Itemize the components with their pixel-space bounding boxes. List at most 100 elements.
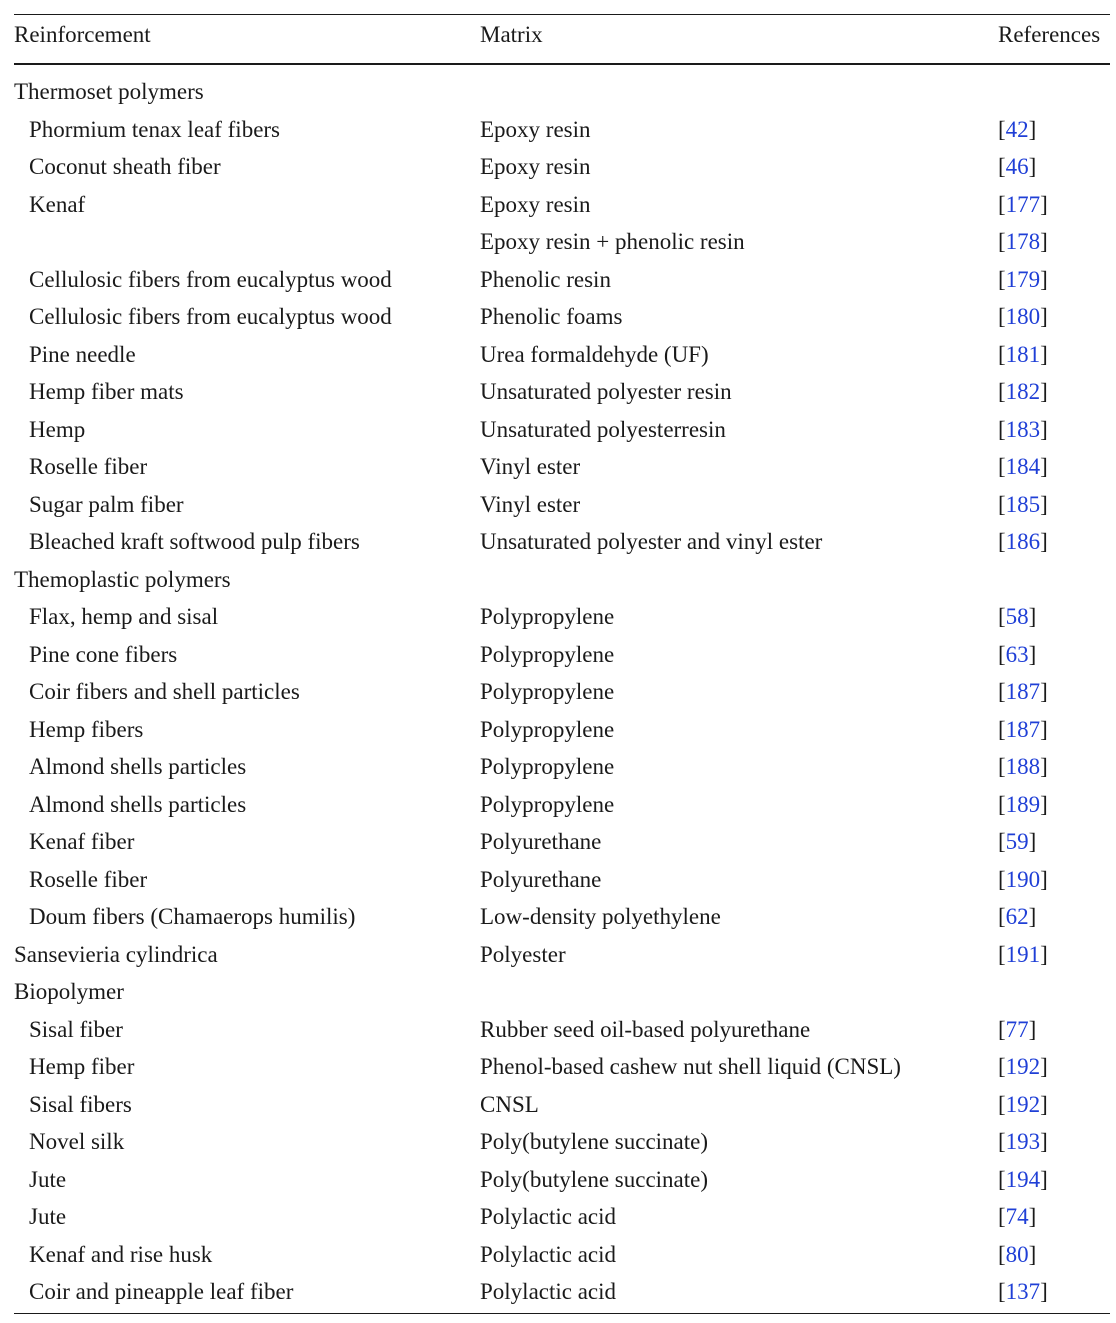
table-body: Thermoset polymers Phormium tenax leaf fi… [0, 73, 1116, 1311]
table-row: Kenaf Epoxy resin [177] [0, 186, 1116, 224]
table-row: Hemp fibers Polypropylene [187] [0, 711, 1116, 749]
cell-reinforcement: Hemp [29, 416, 86, 442]
reference-open-bracket: [ [998, 341, 1006, 367]
reference-link[interactable]: 184 [1005, 454, 1041, 479]
cell-reinforcement: Pine cone fibers [29, 641, 178, 667]
reference-close-bracket: ] [1040, 341, 1048, 367]
reference-link[interactable]: 187 [1005, 679, 1041, 704]
cell-reinforcement: Sisal fibers [29, 1091, 132, 1117]
reference-open-bracket: [ [998, 1054, 1006, 1079]
reference-close-bracket: ] [1040, 716, 1048, 742]
reference-link[interactable]: 80 [1005, 1241, 1029, 1267]
table-row: Almond shells particles Polypropylene [189… [0, 786, 1116, 824]
cell-reinforcement: Cellulosic fibers from eucalyptus wood [29, 266, 392, 292]
cell-reference: [42] [998, 111, 1036, 149]
cell-reference: [63] [998, 636, 1036, 674]
cell-reinforcement: Kenaf and rise husk [29, 1241, 213, 1267]
reference-link[interactable]: 181 [1005, 341, 1041, 367]
reference-link[interactable]: 74 [1005, 1204, 1029, 1229]
reference-close-bracket: ] [1028, 904, 1037, 929]
cell-matrix: Urea formaldehyde (UF) [480, 341, 709, 367]
cell-reference: [185] [998, 486, 1048, 524]
table-row: Kenaf and rise husk Polylactic acid [80] [0, 1236, 1116, 1274]
cell-reinforcement: Jute [29, 1166, 67, 1192]
cell-matrix: Rubber seed oil-based polyurethane [480, 1016, 811, 1042]
reference-link[interactable]: 180 [1005, 304, 1041, 329]
reference-link[interactable]: 186 [1005, 529, 1041, 554]
reference-link[interactable]: 179 [1005, 266, 1041, 292]
reference-link[interactable]: 58 [1005, 604, 1029, 629]
reference-open-bracket: [ [998, 379, 1006, 404]
reference-link[interactable]: 59 [1005, 829, 1029, 854]
reference-link[interactable]: 42 [1005, 116, 1029, 142]
cell-reference: [58] [998, 598, 1036, 636]
reference-open-bracket: [ [998, 416, 1006, 442]
cell-matrix: CNSL [480, 1091, 539, 1117]
cell-reference: [183] [998, 411, 1048, 449]
cell-reinforcement: Themoplastic polymers [14, 566, 231, 592]
reference-link[interactable]: 192 [1005, 1091, 1041, 1117]
cell-matrix: Polyurethane [480, 866, 602, 892]
cell-reference: [182] [998, 373, 1048, 411]
reference-open-bracket: [ [998, 454, 1006, 479]
reference-link[interactable]: 62 [1005, 904, 1029, 929]
cell-reference: [181] [998, 336, 1048, 374]
reference-link[interactable]: 183 [1005, 416, 1041, 442]
reference-open-bracket: [ [998, 491, 1006, 517]
reference-link[interactable]: 177 [1005, 191, 1041, 217]
cell-reference: [74] [998, 1198, 1036, 1236]
reference-link[interactable]: 189 [1005, 791, 1041, 817]
table-row: Coconut sheath fiber Epoxy resin [46] [0, 148, 1116, 186]
reference-link[interactable]: 63 [1005, 641, 1029, 667]
reference-link[interactable]: 77 [1005, 1016, 1029, 1042]
reference-link[interactable]: 194 [1005, 1166, 1041, 1192]
cell-reference: [77] [998, 1011, 1036, 1049]
reference-close-bracket: ] [1040, 491, 1048, 517]
cell-reinforcement: Phormium tenax leaf fibers [29, 116, 281, 142]
cell-matrix: Polylactic acid [480, 1279, 617, 1304]
cell-matrix: Unsaturated polyesterresin [480, 416, 726, 442]
table-bottom-rule [14, 1313, 1110, 1314]
cell-reinforcement: Hemp fibers [29, 716, 144, 742]
reference-close-bracket: ] [1028, 116, 1037, 142]
reference-open-bracket: [ [998, 716, 1006, 742]
reference-link[interactable]: 187 [1005, 716, 1041, 742]
reference-link[interactable]: 185 [1005, 491, 1041, 517]
reference-close-bracket: ] [1040, 191, 1048, 217]
reference-close-bracket: ] [1040, 379, 1048, 404]
table-row: Sugar palm fiber Vinyl ester [185] [0, 486, 1116, 524]
reference-link[interactable]: 191 [1005, 941, 1041, 967]
reference-close-bracket: ] [1028, 641, 1037, 667]
cell-reinforcement: Kenaf fiber [29, 829, 135, 854]
cell-reinforcement: Sansevieria cylindrica [14, 941, 218, 967]
reference-close-bracket: ] [1040, 304, 1048, 329]
reference-open-bracket: [ [998, 754, 1006, 779]
table-row: Sisal fiber Rubber seed oil-based polyure… [0, 1011, 1116, 1049]
cell-reinforcement: Hemp fiber [29, 1054, 135, 1079]
reference-link[interactable]: 190 [1005, 866, 1041, 892]
cell-reference: [184] [998, 448, 1048, 486]
table-row: Doum fibers (Chamaerops humilis) Low-dens… [0, 898, 1116, 936]
header-reinforcement: Reinforcement [14, 22, 151, 47]
cell-reinforcement: Coir fibers and shell particles [29, 679, 300, 704]
cell-reference: [187] [998, 711, 1048, 749]
reference-link[interactable]: 193 [1005, 1129, 1041, 1154]
reference-link[interactable]: 182 [1005, 379, 1041, 404]
cell-reference: [178] [998, 223, 1048, 261]
reference-open-bracket: [ [998, 1166, 1006, 1192]
cell-reference: [62] [998, 898, 1036, 936]
table-row: Pine needle Urea formaldehyde (UF) [181] [0, 336, 1116, 374]
cell-reference: [186] [998, 523, 1048, 561]
table-row: Flax, hemp and sisal Polypropylene [58] [0, 598, 1116, 636]
cell-reference: [189] [998, 786, 1048, 824]
reference-link[interactable]: 192 [1005, 1054, 1041, 1079]
reference-link[interactable]: 46 [1005, 154, 1029, 179]
reference-link[interactable]: 188 [1005, 754, 1041, 779]
cell-reference: [137] [998, 1273, 1048, 1311]
reference-open-bracket: [ [998, 1279, 1006, 1304]
cell-reinforcement: Sugar palm fiber [29, 491, 184, 517]
reference-link[interactable]: 137 [1005, 1279, 1041, 1304]
reference-link[interactable]: 178 [1005, 229, 1041, 254]
table-row: Phormium tenax leaf fibers Epoxy resin [42… [0, 111, 1116, 149]
